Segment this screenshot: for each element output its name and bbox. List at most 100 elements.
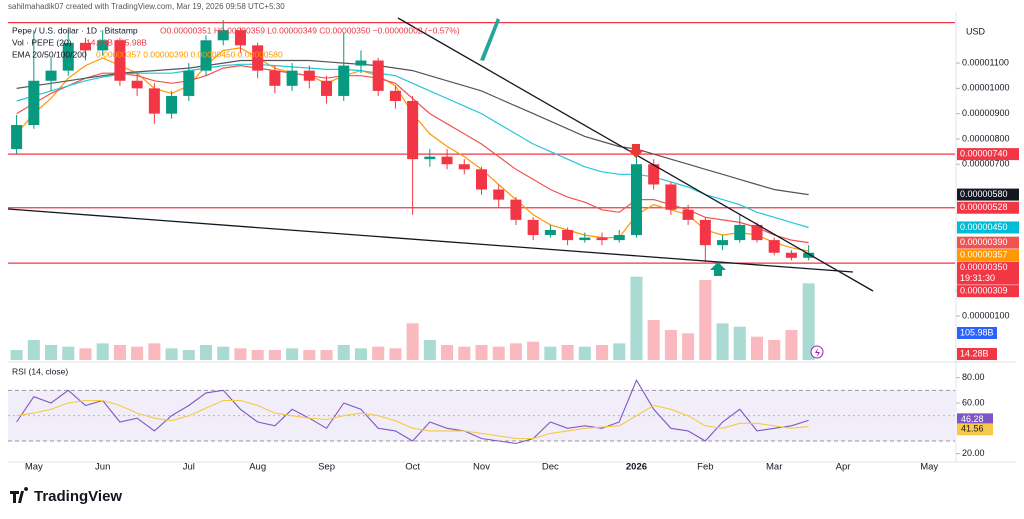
price-badge [957,201,1019,214]
candle-body [562,229,574,241]
volume-bar [768,340,781,360]
y-tick-label: 0.00001000 [962,83,1010,93]
price-badge-label: 0.00000528 [960,202,1008,212]
volume-layer [10,276,815,360]
price-badge-label: 0.00000740 [960,148,1008,158]
volume-bar [630,276,643,360]
rsi-tick-label: 20.00 [962,448,985,458]
x-tick-label: Feb [697,462,713,473]
candle-body [785,252,797,258]
price-badge-label: 0.00000309 [960,286,1008,296]
volume-bar [199,345,213,360]
volume-bar [217,346,230,360]
volume-bar [10,350,23,360]
volume-bar [113,345,126,360]
rsi-line [16,399,809,440]
candle-body [79,42,91,51]
candle-body [286,70,298,86]
x-tick-label: Mar [766,462,782,473]
candle-body [389,90,401,101]
candle-body [579,237,591,241]
candle-body [114,40,126,81]
volume-bar [596,345,609,360]
rsi-badge-label: 46.28 [961,414,984,424]
ohlc: O0.00000351 H0.00000359 L0.00000349 C0.0… [160,25,460,35]
candle-body [321,80,333,96]
ema-line [16,63,809,229]
ema-values: 0.00000357 0.00000390 0.00000450 0.00000… [96,49,283,59]
ema-title: EMA 20/50/100/200 [12,49,87,59]
y-tick-label: 0.00000700 [962,159,1010,169]
candle-body [424,156,436,160]
price-badge-label: 0.00000580 [960,189,1008,199]
candle-body [510,199,522,220]
volume-bar [303,350,316,360]
x-tick-label: Apr [836,462,851,473]
candle-body [269,70,281,86]
candle-body [648,164,660,185]
author: sahilmahadik07 created with TradingView.… [8,2,285,11]
volume-bar [785,330,798,360]
volume-bar [79,348,92,360]
candle-body [407,100,419,160]
volume-bar [716,323,729,360]
price-badge [957,236,1019,249]
x-tick-label: Jul [183,462,195,473]
volume-bar [527,341,540,360]
x-tick-label: Nov [473,462,490,473]
volume-bar [389,348,402,360]
volume-badge [957,348,997,360]
rsi-tick-label: 60.00 [962,397,985,407]
volume-bar [406,323,419,360]
price-badge [957,221,1019,234]
candle-body [45,70,57,81]
x-tick-label: Dec [542,462,559,473]
candle-body [803,252,815,258]
candle-body [234,30,246,46]
price-badge-label: 0.00000450 [960,222,1008,232]
volume-bar [165,348,178,360]
volume-bar [578,346,591,360]
volume-bar [492,346,505,360]
candle-body [131,80,143,89]
volume-bar [441,345,454,360]
rsi-title: RSI (14, close) [12,366,68,376]
volume-bar [750,336,764,360]
brand-logo [10,487,29,503]
candle-body [355,60,367,66]
rsi-badge [957,413,993,426]
volume-bar [45,345,58,360]
rsi-pane [8,378,955,445]
x-tick-label: May [920,462,938,473]
countdown: 19:31:30 [960,273,995,283]
alert-bolt [815,348,820,357]
volume-bar [286,348,299,360]
volume-bar [613,343,626,360]
volume-bar [509,343,522,360]
rsi-band [8,390,955,441]
y-tick-label: 0.00000100 [962,310,1010,320]
volume-bar [682,333,695,360]
candle-body [148,88,160,114]
candle-body [734,224,746,241]
volume-bar [337,345,350,360]
down-arrow [628,144,644,158]
price-badge [957,148,1019,161]
volume-bar [251,350,264,360]
candle-body [475,169,488,190]
price-badge-label: 0.00000350 [960,262,1008,272]
trendline [7,208,854,273]
volume-bar [182,350,195,360]
volume-bar [27,340,40,360]
x-tick-label: Sep [318,462,335,473]
y-tick-label: 0.00000800 [962,133,1010,143]
candle-body [493,189,505,200]
x-tick-label: Aug [249,462,266,473]
candle-body [527,219,539,236]
candle-body [458,164,470,170]
candle-body [768,240,780,253]
candle-body [751,224,763,241]
